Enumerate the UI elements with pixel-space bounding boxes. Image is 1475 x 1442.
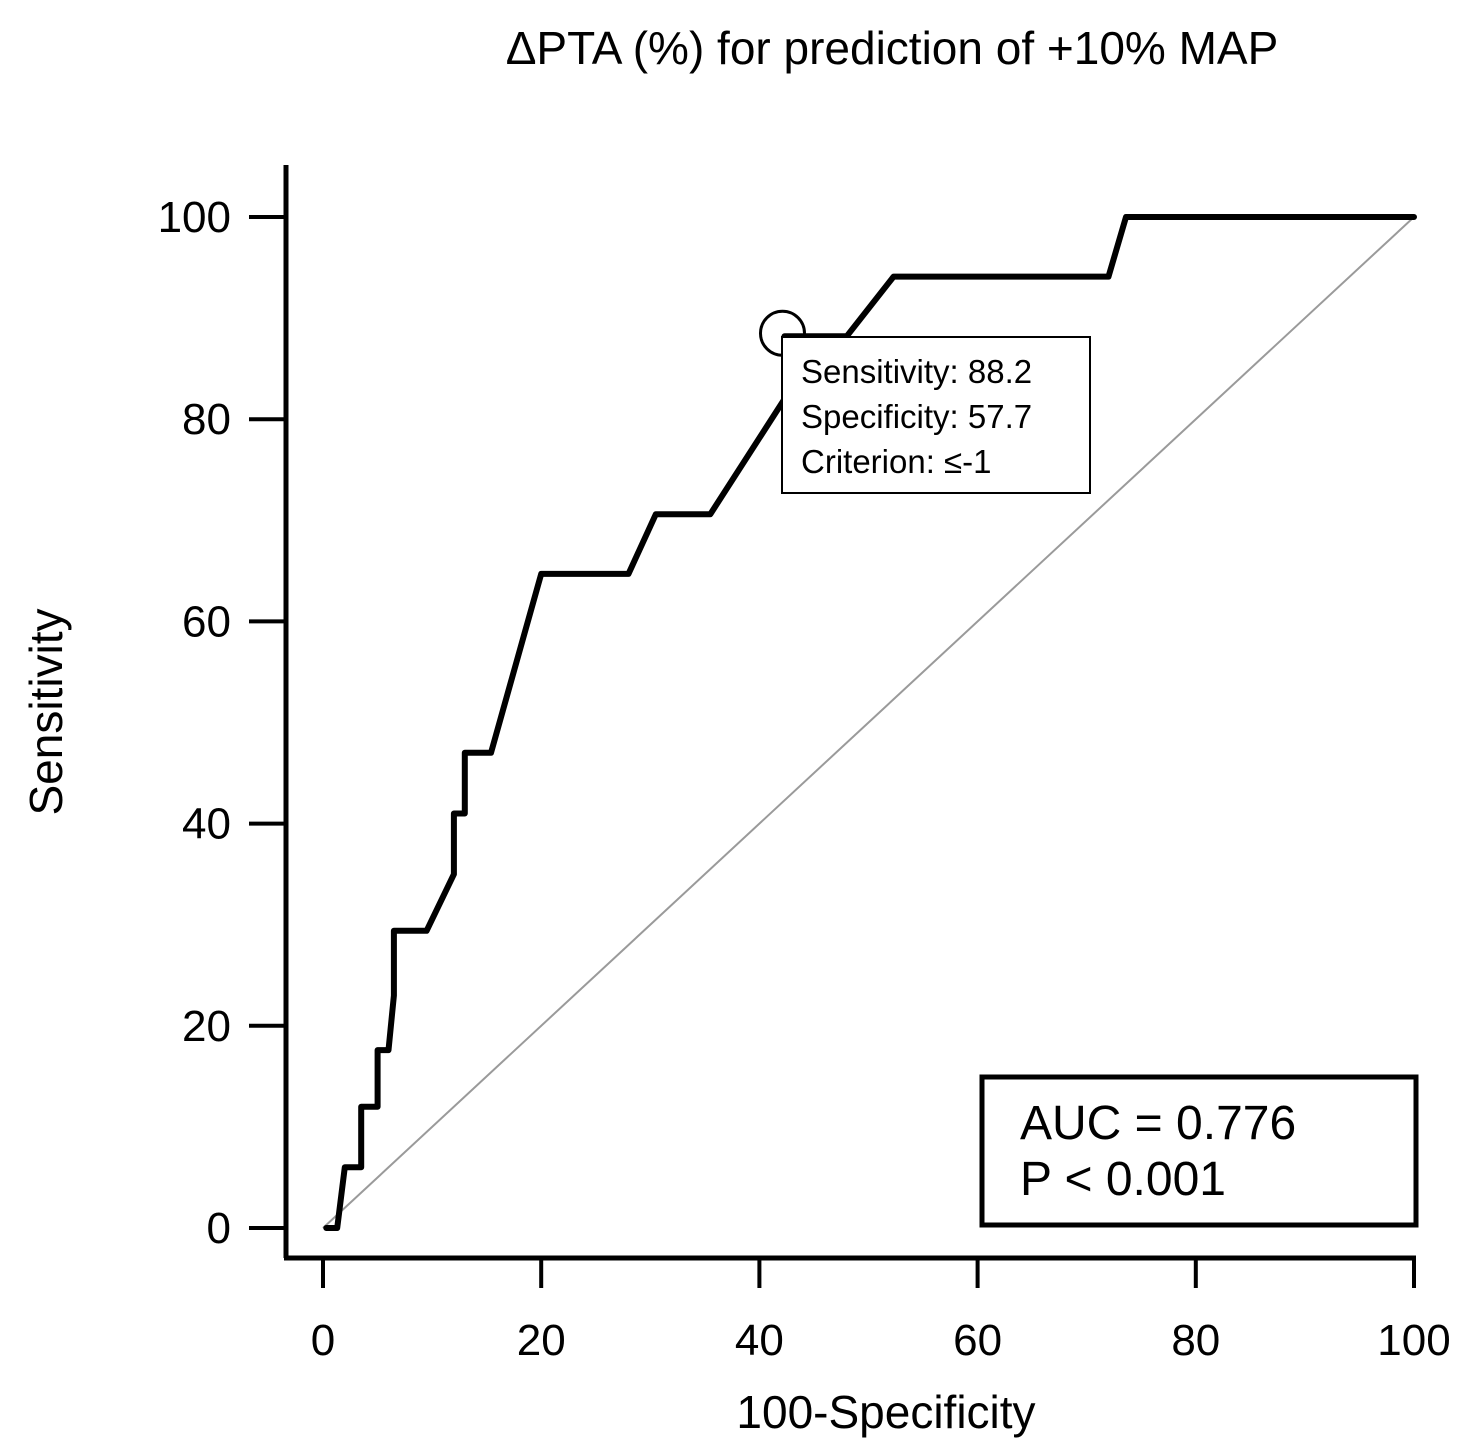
axes [283,165,1416,1261]
criterion-info-text: Sensitivity: 88.2 [801,353,1032,390]
y-tick-label: 100 [158,193,231,242]
x-tick-label: 60 [953,1316,1002,1365]
x-tick-label: 80 [1171,1316,1220,1365]
criterion-info-text: Specificity: 57.7 [801,398,1032,435]
x-axis-label: 100-Specificity [736,1386,1035,1438]
y-tick-label: 20 [182,1002,231,1051]
y-tick-label: 40 [182,800,231,849]
criterion-info-box [781,336,1091,494]
y-axis-ticks: 0 20 40 60 80 100 [158,193,286,1253]
y-tick-label: 60 [182,597,231,646]
x-tick-label: 20 [517,1316,566,1365]
chart-title: ΔPTA (%) for prediction of +10% MAP [506,22,1279,74]
auc-stat-text: AUC = 0.776 [1020,1097,1296,1150]
annotations-layer: Sensitivity: 88.2 Specificity: 57.7 Criter… [758,309,1419,1228]
x-tick-label: 100 [1377,1316,1450,1365]
auc-stat-text: P < 0.001 [1020,1153,1226,1206]
criterion-info-text: Criterion: ≤-1 [801,443,992,480]
y-axis-label: Sensitivity [20,608,72,815]
auc-box [979,1074,1419,1228]
x-axis-ticks: 0 20 40 60 80 100 [311,1258,1451,1365]
y-tick-label: 0 [207,1204,231,1253]
y-tick-label: 80 [182,395,231,444]
x-tick-label: 0 [311,1316,335,1365]
reference-diagonal-line [322,216,1415,1229]
x-tick-label: 40 [735,1316,784,1365]
